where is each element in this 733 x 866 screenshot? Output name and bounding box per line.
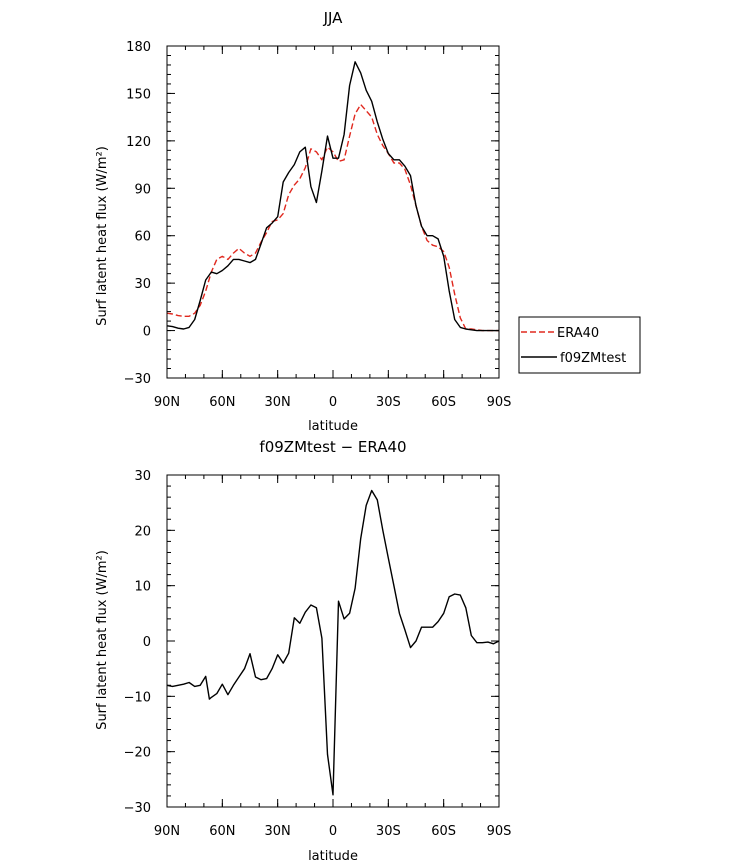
bottom-xtick-label: 90S xyxy=(487,824,512,839)
bottom-ytick-label: 30 xyxy=(134,469,151,484)
top-plot-frame xyxy=(166,45,500,379)
bottom-ytick-label: −30 xyxy=(124,801,151,816)
top-xtick-label: 60S xyxy=(431,395,456,410)
bottom-xtick-label: 60N xyxy=(209,824,235,839)
top-ytick-label: −30 xyxy=(124,372,151,387)
bottom-ticks: −30 −20 −10 0 10 20 30 90N 60N 30N 0 30S 60S 90S xyxy=(124,469,512,839)
bottom-series-lines xyxy=(166,489,500,796)
top-ticks: −30 0 30 60 90 120 150 180 90N 60N 30N 0 30S 60S 90S xyxy=(124,40,512,410)
top-series-lines xyxy=(166,61,499,332)
bottom-ytick-label: 20 xyxy=(134,524,151,539)
top-xtick-label: 0 xyxy=(329,395,337,410)
top-xtick-label: 90S xyxy=(487,395,512,410)
top-ytick-label: 150 xyxy=(126,87,151,102)
top-x-axis-label: latitude xyxy=(308,419,358,434)
bottom-ytick-label: 10 xyxy=(134,580,151,595)
legend-label-era40: ERA40 xyxy=(557,326,599,341)
bottom-ytick-label: −10 xyxy=(124,690,151,705)
bottom-xtick-label: 30N xyxy=(265,824,291,839)
top-xtick-label: 90N xyxy=(154,395,180,410)
bottom-y-axis-label: Surf latent heat flux (W/m²) xyxy=(95,550,110,730)
legend-label-f09zmtest: f09ZMtest xyxy=(560,351,626,366)
top-xtick-label: 60N xyxy=(209,395,235,410)
bottom-xtick-label: 0 xyxy=(329,824,337,839)
top-ytick-label: 0 xyxy=(143,325,151,340)
bottom-chart-title: f09ZMtest − ERA40 xyxy=(259,438,406,456)
top-xtick-label: 30N xyxy=(265,395,291,410)
bottom-xtick-label: 90N xyxy=(154,824,180,839)
top-ytick-label: 30 xyxy=(134,277,151,292)
bottom-x-axis-label: latitude xyxy=(308,849,358,864)
top-chart-title: JJA xyxy=(323,9,344,27)
top-ytick-label: 180 xyxy=(126,40,151,55)
legend-box xyxy=(518,316,641,374)
top-xtick-label: 30S xyxy=(376,395,401,410)
top-ytick-label: 60 xyxy=(134,230,151,245)
bottom-panel: f09ZMtest − ERA40 latitude Surf latent h… xyxy=(95,438,511,864)
bottom-xtick-label: 30S xyxy=(376,824,401,839)
bottom-ytick-label: −20 xyxy=(124,746,151,761)
legend: ERA40 f09ZMtest xyxy=(518,316,641,374)
bottom-xtick-label: 60S xyxy=(431,824,456,839)
top-ytick-label: 90 xyxy=(134,182,151,197)
top-series-line-f09zmtest xyxy=(166,61,499,332)
bottom-ytick-label: 0 xyxy=(143,635,151,650)
top-ytick-label: 120 xyxy=(126,135,151,150)
bottom-series-line-difference xyxy=(166,489,500,796)
top-y-axis-label: Surf latent heat flux (W/m²) xyxy=(95,146,110,326)
top-series-line-era40 xyxy=(166,103,499,332)
bottom-plot-frame xyxy=(166,474,500,808)
top-panel: JJA latitude Surf latent heat flux (W/m²… xyxy=(95,9,511,434)
